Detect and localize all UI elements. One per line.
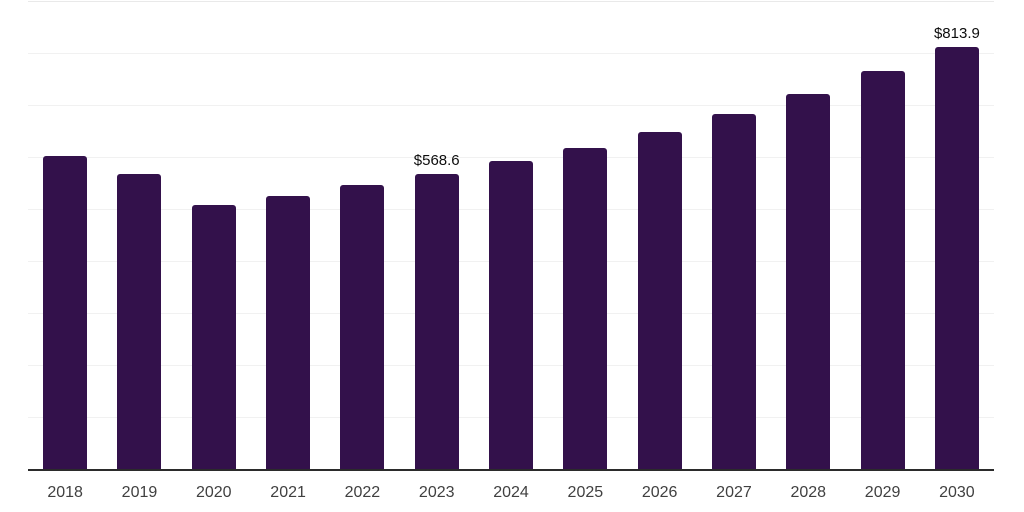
tick-label-2019: 2019 <box>121 484 158 501</box>
tick-label-2029: 2029 <box>864 484 901 501</box>
bar-2022 <box>340 185 385 470</box>
x-axis-line <box>28 469 994 471</box>
bar-slot-2026 <box>623 2 697 470</box>
bar-slot-2019 <box>102 2 176 470</box>
gridline-800 <box>28 53 994 54</box>
bar-slot-2030: $813.9 <box>920 2 994 470</box>
bar-2027 <box>711 114 756 470</box>
bar-2023: $568.6 <box>414 152 460 470</box>
bar-2020 <box>191 204 236 470</box>
bar-2019 <box>117 173 162 470</box>
data-label-2023: $568.6 <box>413 152 460 170</box>
bar-slot-2027 <box>697 2 771 470</box>
tick-label-2028: 2028 <box>790 484 827 501</box>
tick-label-2018: 2018 <box>47 484 83 501</box>
bar-2028 <box>786 93 831 470</box>
bar-2021 <box>266 195 311 470</box>
data-label-2030: $813.9 <box>933 24 980 42</box>
bar-slot-2028 <box>771 2 845 470</box>
gridline-600 <box>28 157 994 159</box>
bar-slot-2022 <box>325 2 399 470</box>
tick-label-2030: 2030 <box>939 484 975 501</box>
bar-2029 <box>860 71 905 470</box>
gridline-700 <box>28 105 994 106</box>
bar-slot-2021 <box>251 2 325 470</box>
bar-slot-2024 <box>474 2 548 470</box>
plot-area: $568.6 $813.9 <box>28 1 994 470</box>
bar-2026 <box>637 132 682 470</box>
bar-2018 <box>43 156 88 470</box>
bar-2030: $813.9 <box>934 25 980 470</box>
tick-label-2025: 2025 <box>567 484 604 501</box>
tick-label-2021: 2021 <box>270 484 306 501</box>
bar-slot-2025 <box>548 2 622 470</box>
bar-slot-2020 <box>177 2 251 470</box>
bar-slot-2029 <box>845 2 919 470</box>
tick-label-2023: 2023 <box>418 484 455 501</box>
bar-slot-2018 <box>28 2 102 470</box>
bar-2024 <box>489 161 534 470</box>
x-axis-tick-labels: 2018 2019 2020 2021 2022 2023 2024 2025 2026 2027… <box>28 470 994 501</box>
tick-label-2022: 2022 <box>344 484 381 501</box>
bar-slot-2023: $568.6 <box>400 2 474 470</box>
bar-2025 <box>563 147 608 470</box>
gridline-900 <box>28 1 994 2</box>
tick-label-2027: 2027 <box>716 484 752 501</box>
tick-label-2024: 2024 <box>493 484 529 501</box>
bar-series: $568.6 $813.9 <box>28 2 994 470</box>
tick-label-2026: 2026 <box>641 484 678 501</box>
tick-label-2020: 2020 <box>195 484 232 501</box>
